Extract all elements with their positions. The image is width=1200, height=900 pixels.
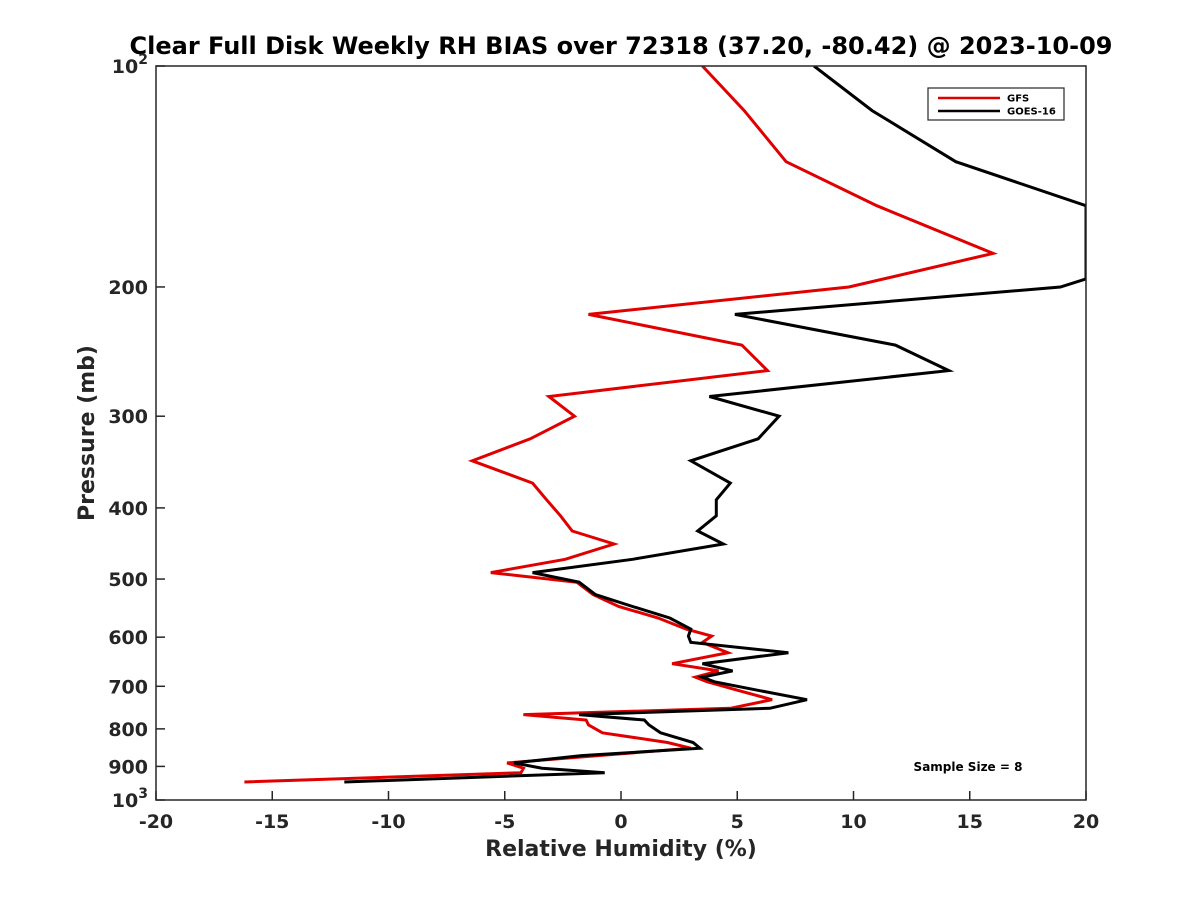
x-tick-label: -20 xyxy=(139,811,173,833)
legend-label-gfs: GFS xyxy=(1007,94,1029,105)
y-tick-label: 500 xyxy=(108,569,148,591)
y-tick-label: 102 xyxy=(112,52,148,78)
legend: GFS GOES-16 xyxy=(927,87,1065,121)
series-line-gfs xyxy=(244,66,998,784)
x-tick-label: 15 xyxy=(957,811,983,833)
series-layer xyxy=(244,66,1086,784)
y-tick-label: 700 xyxy=(108,676,148,698)
series-line-goes-16 xyxy=(344,66,1086,784)
plot-frame xyxy=(155,65,1087,801)
x-tick-label: 5 xyxy=(731,811,744,833)
y-axis-ticks: 102 200 300 400 500 600 700 800 900 103 xyxy=(108,52,165,812)
x-axis-label: Relative Humidity (%) xyxy=(485,837,757,862)
y-tick-label: 600 xyxy=(108,627,148,649)
legend-box xyxy=(927,87,1065,121)
y-tick-label: 800 xyxy=(108,719,148,741)
y-axis-label: Pressure (mb) xyxy=(75,345,100,521)
chart-title: Clear Full Disk Weekly RH BIAS over 7231… xyxy=(130,32,1113,60)
x-axis-ticks: -20 -15 -10 -5 0 5 10 15 20 xyxy=(139,791,1099,833)
sample-size-annotation: Sample Size = 8 xyxy=(914,760,1023,774)
x-tick-label: -15 xyxy=(255,811,289,833)
x-tick-label: 0 xyxy=(614,811,627,833)
x-tick-label: 10 xyxy=(840,811,866,833)
x-tick-label: 20 xyxy=(1073,811,1099,833)
x-tick-label: -10 xyxy=(371,811,405,833)
y-tick-label: 200 xyxy=(108,277,148,299)
y-tick-label: 400 xyxy=(108,498,148,520)
legend-label-goes-16: GOES-16 xyxy=(1007,107,1056,118)
y-tick-label: 103 xyxy=(112,786,148,812)
x-tick-label: -5 xyxy=(494,811,515,833)
y-tick-label: 300 xyxy=(108,406,148,428)
y-tick-label: 900 xyxy=(108,756,148,778)
